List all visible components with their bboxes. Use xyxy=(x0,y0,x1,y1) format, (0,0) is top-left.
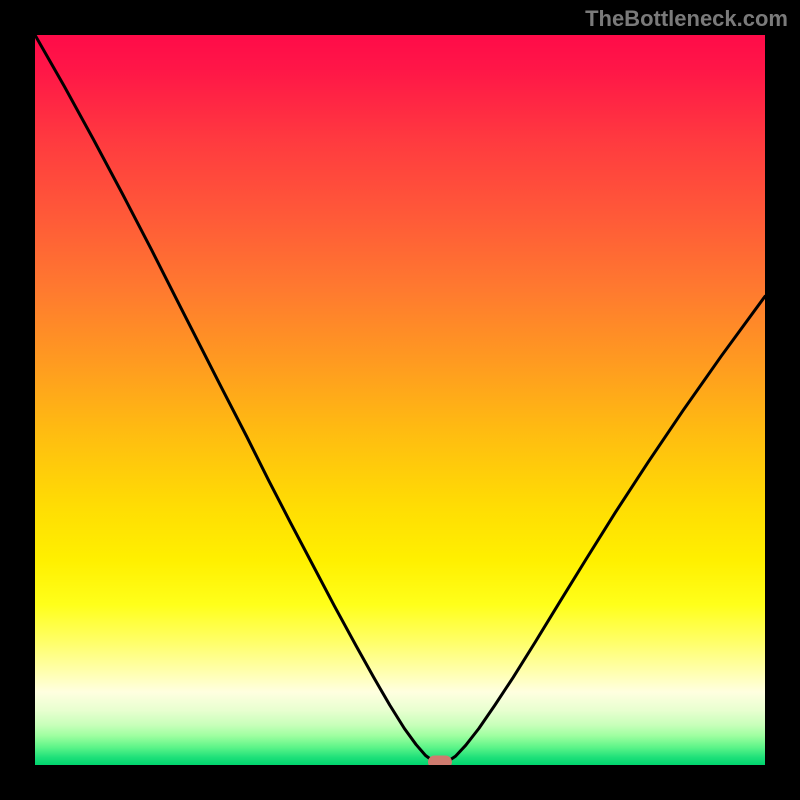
optimum-marker xyxy=(428,756,452,765)
plot-area xyxy=(35,35,765,765)
chart-frame: TheBottleneck.com xyxy=(0,0,800,800)
gradient-background xyxy=(35,35,765,765)
chart-svg xyxy=(35,35,765,765)
watermark-text: TheBottleneck.com xyxy=(585,6,788,32)
